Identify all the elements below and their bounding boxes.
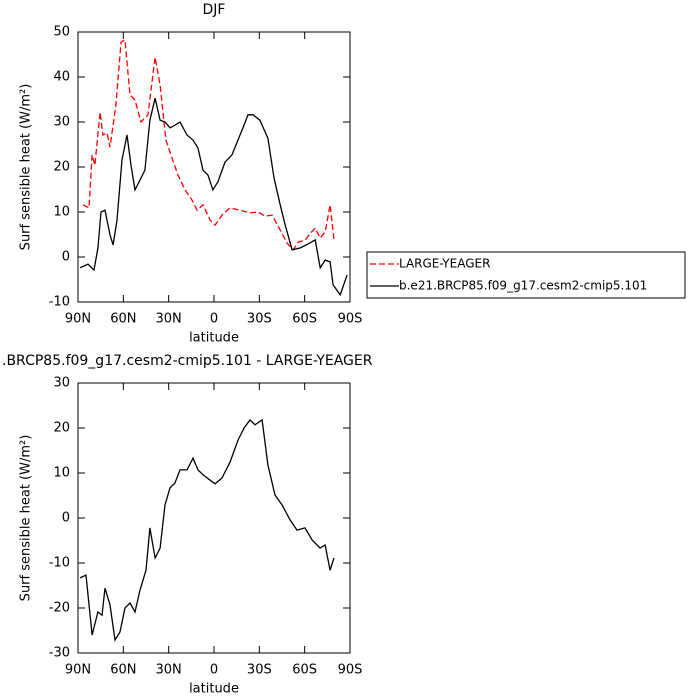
x-tick-label: 90N	[65, 312, 91, 327]
plot-frame	[77, 31, 351, 303]
legend-label: LARGE-YEAGER	[399, 257, 490, 271]
y-tick-label: -10	[49, 556, 70, 571]
y-tick-label: 20	[53, 160, 70, 175]
data-line	[79, 98, 348, 297]
y-tick-label: 30	[53, 376, 70, 391]
y-tick-label: 20	[53, 421, 70, 436]
x-axis-label: latitude	[189, 331, 239, 346]
x-tick-label: 60S	[292, 663, 317, 678]
x-tick-label: 90N	[65, 663, 91, 678]
x-tick-label: 30N	[156, 312, 182, 327]
data-line	[82, 39, 335, 251]
x-axis-label: latitude	[189, 682, 239, 697]
y-axis-label: Surf sensible heat (W/m²)	[19, 84, 34, 251]
y-axis-label: Surf sensible heat (W/m²)	[19, 435, 34, 602]
y-tick-label: 50	[53, 25, 70, 40]
y-tick-label: 30	[53, 115, 70, 130]
x-tick-label: 60N	[110, 312, 136, 327]
y-tick-label: -20	[49, 601, 70, 616]
legend-box	[366, 251, 686, 299]
y-tick-label: -10	[49, 295, 70, 310]
x-tick-label: 0	[210, 312, 218, 327]
x-tick-label: 30N	[156, 663, 182, 678]
plot-frame	[77, 382, 351, 654]
x-tick-label: 60N	[110, 663, 136, 678]
chart-title: DJF	[203, 2, 226, 18]
x-tick-label: 60S	[292, 312, 317, 327]
x-tick-label: 30S	[247, 663, 272, 678]
x-tick-label: 90S	[338, 663, 363, 678]
y-tick-label: 0	[62, 511, 70, 526]
y-tick-label: -30	[49, 646, 70, 661]
legend-label: b.e21.BRCP85.f09_g17.cesm2-cmip5.101	[399, 279, 647, 293]
x-tick-label: 30S	[247, 312, 272, 327]
chart-title: .BRCP85.f09_g17.cesm2-cmip5.101 - LARGE-…	[2, 353, 373, 369]
y-tick-label: 0	[62, 250, 70, 265]
x-tick-label: 90S	[338, 312, 363, 327]
legend: LARGE-YEAGER b.e21.BRCP85.f09_g17.cesm2-c…	[366, 251, 686, 299]
y-tick-label: 40	[53, 70, 70, 85]
data-line	[79, 418, 335, 642]
y-tick-label: 10	[53, 205, 70, 220]
y-tick-label: 10	[53, 466, 70, 481]
x-tick-label: 0	[210, 663, 218, 678]
